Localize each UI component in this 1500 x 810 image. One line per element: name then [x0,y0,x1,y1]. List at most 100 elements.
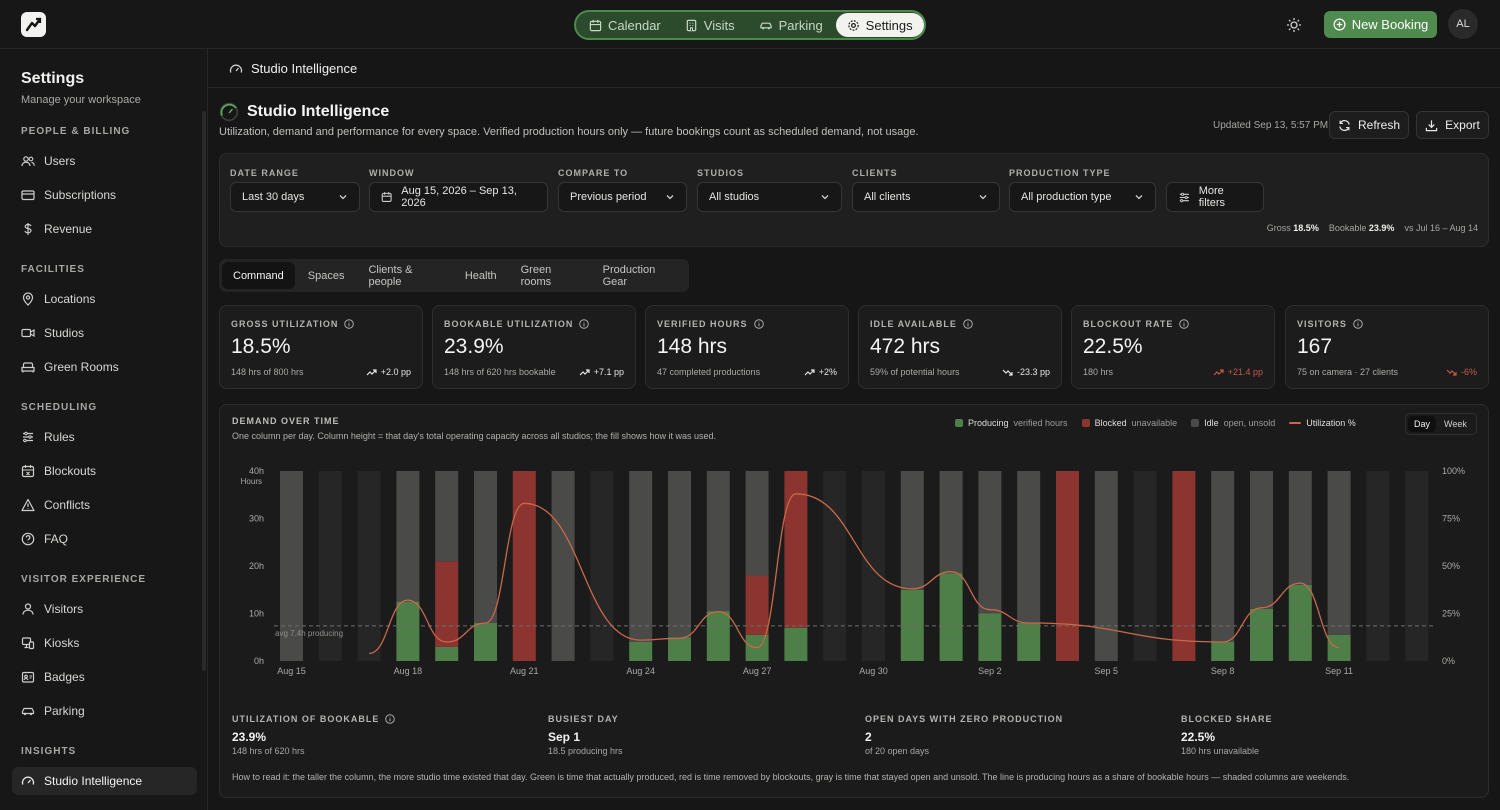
download-icon [1425,119,1438,131]
building-icon [686,19,697,31]
sidebar-item-subscriptions[interactable]: Subscriptions [12,181,197,209]
bar-idle [900,471,924,590]
stat-value: 23.9% [232,730,267,744]
nav-tab-visits[interactable]: Visits [674,13,746,37]
sidebar-item-studio-intelligence[interactable]: Studio Intelligence [12,767,197,795]
new-booking-button[interactable]: New Booking [1324,11,1437,38]
stat-value: Sep 1 [548,730,581,744]
compare-to-select[interactable]: Previous period [558,182,687,212]
trend-up-icon [804,369,815,376]
bar-idle [668,471,691,638]
more-filters-button[interactable]: More filters [1166,182,1264,212]
sidebar-item-label: Parking [44,704,85,718]
user-avatar[interactable]: AL [1448,9,1478,39]
info-icon[interactable] [753,319,764,329]
studios-select[interactable]: All studios [697,182,842,212]
compare-to-label: COMPARE TO [558,168,629,178]
date-range-select[interactable]: Last 30 days [230,182,360,212]
theme-toggle-sun-icon[interactable] [1285,16,1303,34]
kpi-card[interactable]: BLOCKOUT RATE 22.5% 180 hrs +21.4 pp [1071,305,1275,389]
sidebar-item-kiosks[interactable]: Kiosks [12,629,197,657]
view-tabs: Command Spaces Clients & people Health G… [219,259,689,292]
bar-weekend [1405,471,1429,661]
sidebar-item-users[interactable]: Users [12,147,197,175]
toggle-day[interactable]: Day [1408,416,1437,432]
window-date-picker[interactable]: Aug 15, 2026 – Sep 13, 2026 [369,182,548,212]
refresh-button[interactable]: Refresh [1329,111,1409,139]
sidebar-item-locations[interactable]: Locations [12,285,197,313]
filter-panel: DATE RANGE Last 30 days WINDOW Aug 15, 2… [219,153,1489,247]
kpi-value: 23.9% [444,335,504,358]
sidebar-item-label: Locations [44,292,96,306]
sidebar-item-label: Studio Intelligence [44,774,143,788]
kpi-card[interactable]: GROSS UTILIZATION 18.5% 148 hrs of 800 hrs… [219,305,423,389]
nav-tab-parking[interactable]: Parking [748,13,834,37]
kpi-label-text: BOOKABLE UTILIZATION [444,319,574,329]
sidebar-item-revenue[interactable]: Revenue [12,215,197,243]
bar-idle [280,471,303,661]
sidebar-item-studios[interactable]: Studios [12,319,197,347]
chart-howto-text: How to read it: the taller the column, t… [232,772,1350,782]
export-button[interactable]: Export [1416,111,1489,139]
dollar-icon [24,223,32,235]
nav-tab-settings[interactable]: Settings [835,13,924,37]
sidebar-item-blockouts[interactable]: Blockouts [12,457,197,485]
sidebar-item-rules[interactable]: Rules [12,423,197,451]
production-type-select[interactable]: All production type [1009,182,1156,212]
kpi-card[interactable]: VISITORS 167 75 on camera · 27 clients -6% [1285,305,1489,389]
bar-producing [939,573,963,661]
tab-green-rooms[interactable]: Green rooms [520,263,552,288]
kpi-card[interactable]: BOOKABLE UTILIZATION 23.9% 148 hrs of 620 … [432,305,636,389]
y2-tick-label: 50% [1442,561,1460,571]
legend-utilization: Utilization % [1289,418,1356,428]
app-logo[interactable] [21,12,46,37]
stat-label-text: OPEN DAYS WITH ZERO PRODUCTION [865,714,1064,724]
sidebar-item-badges[interactable]: Badges [12,663,197,691]
stat-note: of 20 open days [865,746,930,756]
card-icon [21,190,35,201]
kpi-delta: -6% [1446,367,1477,377]
kpi-note: 148 hrs of 620 hrs bookable [444,367,556,377]
gauge-icon [219,102,239,122]
sidebar-item-label: Visitors [44,602,84,616]
chart-title: DEMAND OVER TIME [232,416,340,426]
info-icon[interactable] [1179,319,1190,329]
sidebar-item-faq[interactable]: FAQ [12,525,197,553]
sidebar-item-conflicts[interactable]: Conflicts [12,491,197,519]
kpi-label-text: IDLE AVAILABLE [870,319,957,329]
clients-select[interactable]: All clients [852,182,1000,212]
kpi-card[interactable]: VERIFIED HOURS 148 hrs 47 completed produc… [645,305,849,389]
sidebar-item-parking[interactable]: Parking [12,697,197,725]
production-type-value: All production type [1021,191,1112,203]
sidebar-title: Settings [21,70,85,87]
kpi-card[interactable]: IDLE AVAILABLE 472 hrs 59% of potential ho… [858,305,1062,389]
calendar-icon [381,192,392,202]
kpi-note: 59% of potential hours [870,367,960,377]
info-icon[interactable] [385,714,396,724]
kpi-note: 47 completed productions [657,367,761,377]
compare-to-value: Previous period [570,191,647,203]
date-range-value: Last 30 days [242,191,305,203]
toggle-week[interactable]: Week [1444,419,1467,429]
sidebar-item-green-rooms[interactable]: Green Rooms [12,353,197,381]
tab-command[interactable]: Command [222,262,295,289]
bar-producing [978,613,1002,661]
legend-idle: Idle open, unsold [1191,418,1275,428]
car-icon [21,707,35,716]
sidebar-scrollbar[interactable] [202,111,206,671]
tab-health[interactable]: Health [464,269,497,282]
tab-clients-people[interactable]: Clients & people [368,263,413,288]
nav-tab-calendar[interactable]: Calendar [578,13,672,37]
window-value: Aug 15, 2026 – Sep 13, 2026 [401,185,517,209]
sidebar-item-label: Rules [44,430,75,444]
tab-spaces[interactable]: Spaces [307,269,345,282]
tab-production-gear[interactable]: Production Gear [602,263,656,288]
studios-value: All studios [709,191,760,203]
info-icon[interactable] [344,319,355,329]
sidebar-item-visitors[interactable]: Visitors [12,595,197,623]
info-icon[interactable] [579,319,590,329]
info-icon[interactable] [963,319,973,329]
help-icon [21,532,35,546]
chevron-down-icon [666,195,674,200]
info-icon[interactable] [1353,319,1363,329]
